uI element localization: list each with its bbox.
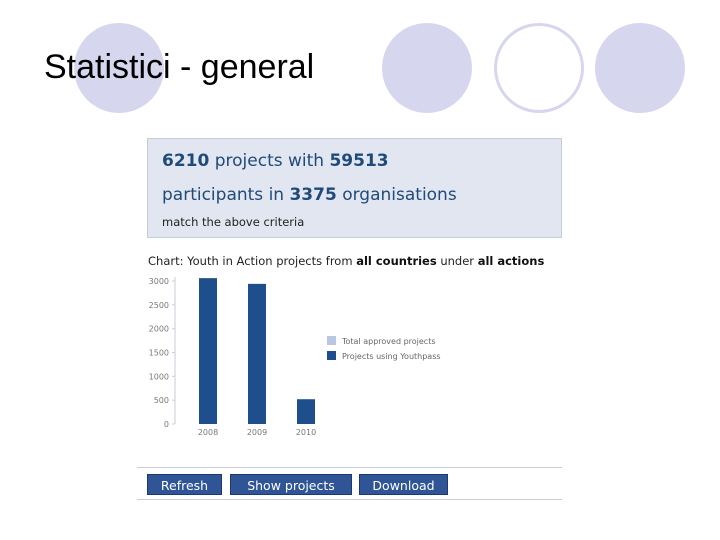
decorative-circle bbox=[74, 23, 164, 113]
y-tick-label: 0 bbox=[164, 420, 169, 429]
legend-swatch bbox=[327, 351, 336, 360]
chart-caption-middle: under bbox=[436, 254, 478, 268]
decorative-circle bbox=[382, 23, 472, 113]
organisations-count: 3375 bbox=[289, 185, 337, 205]
participants-count: 59513 bbox=[329, 151, 389, 171]
criteria-note: match the above criteria bbox=[162, 215, 305, 229]
organisations-text: organisations bbox=[336, 185, 457, 205]
download-button[interactable]: Download bbox=[359, 474, 448, 495]
refresh-button[interactable]: Refresh bbox=[147, 474, 222, 495]
y-tick-label: 500 bbox=[154, 396, 169, 405]
x-tick-label: 2010 bbox=[296, 428, 316, 437]
projects-text: projects with bbox=[209, 151, 330, 171]
summary-panel: 6210 projects with 59513 participants in… bbox=[147, 138, 562, 238]
x-tick-label: 2008 bbox=[198, 428, 218, 437]
chart-caption: Chart: Youth in Action projects from all… bbox=[148, 254, 544, 268]
y-tick-label: 2500 bbox=[149, 301, 169, 310]
projects-count: 6210 bbox=[162, 151, 210, 171]
show-projects-button[interactable]: Show projects bbox=[230, 474, 352, 495]
x-tick-label: 2009 bbox=[247, 428, 267, 437]
bar-2008 bbox=[199, 278, 217, 424]
legend-label: Projects using Youthpass bbox=[342, 352, 441, 361]
slide-title: Statistici - general bbox=[44, 48, 315, 86]
button-bar: Refresh Show projects Download bbox=[137, 467, 562, 500]
decorative-circle bbox=[494, 23, 584, 113]
legend-label: Total approved projects bbox=[341, 337, 436, 346]
bar-2009 bbox=[248, 283, 266, 424]
bar-2010 bbox=[297, 399, 315, 424]
chart-caption-countries: all countries bbox=[356, 254, 437, 268]
summary-line-organisations: participants in 3375 organisations bbox=[162, 185, 457, 205]
y-tick-label: 2000 bbox=[149, 325, 169, 334]
legend-swatch bbox=[327, 336, 336, 345]
summary-line-projects: 6210 projects with 59513 bbox=[162, 151, 389, 171]
participants-text: participants in bbox=[162, 185, 290, 205]
y-tick-label: 1000 bbox=[149, 372, 169, 381]
decorative-circle bbox=[595, 23, 685, 113]
y-tick-label: 3000 bbox=[149, 277, 169, 286]
y-tick-label: 1500 bbox=[149, 349, 169, 358]
bar-chart: 0 500 1000 1500 2000 2500 3000 2008 2009 2010 Tota… bbox=[149, 277, 441, 437]
chart-caption-actions: all actions bbox=[477, 254, 545, 268]
chart-caption-prefix: Chart: Youth in Action projects from bbox=[148, 254, 357, 268]
